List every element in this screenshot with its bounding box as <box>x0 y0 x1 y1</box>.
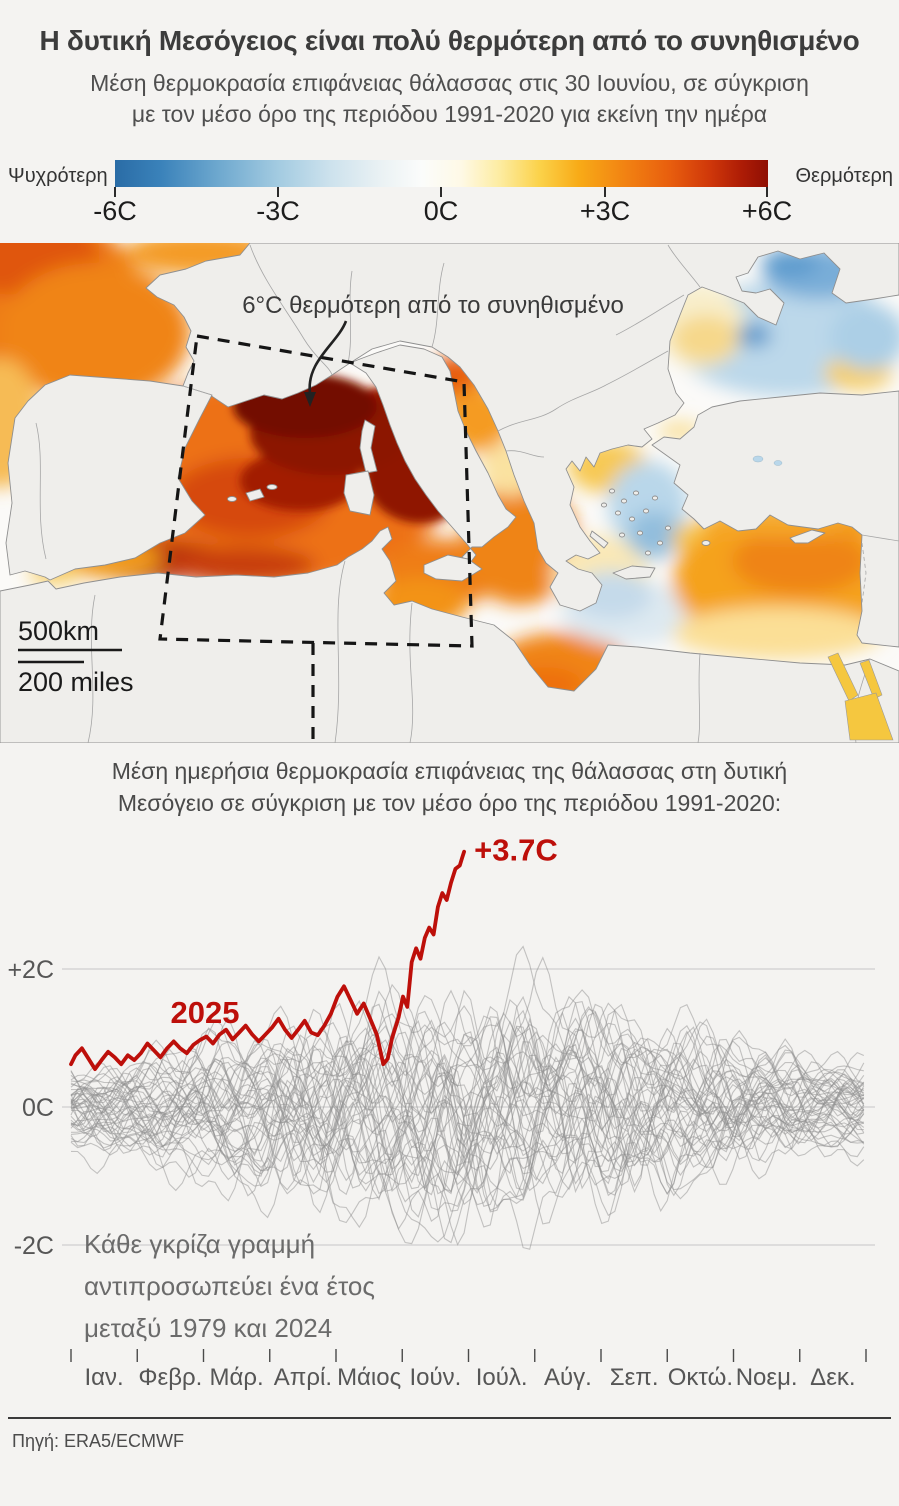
year-line <box>70 1049 864 1193</box>
year-line <box>70 1023 865 1206</box>
land-anatolia <box>651 390 899 648</box>
land-iberia <box>5 374 213 581</box>
annotation-arrowhead <box>304 392 316 407</box>
year-lines-1979-2024 <box>70 945 865 1250</box>
red-sea-water <box>827 652 894 741</box>
year-line <box>70 999 865 1195</box>
year-line <box>70 955 865 1155</box>
scale-tick <box>277 187 279 197</box>
series-2025 <box>69 849 466 1071</box>
x-axis-month-6: Ιούν. <box>409 1364 461 1391</box>
chart-intro: Μέση ημερήσια θερμοκρασία επιφάνειας της… <box>0 755 899 819</box>
subtitle-line-2: με τον μέσο όρο της περιόδου 1991-2020 γ… <box>131 101 768 127</box>
year-line <box>70 1016 864 1224</box>
x-axis-month-10: Οκτώ. <box>668 1364 733 1391</box>
island-mallorca <box>245 488 265 502</box>
y-axis-label-+2C: +2C <box>7 956 54 984</box>
land-italy <box>349 344 517 564</box>
x-axis-month-3: Μάρ. <box>210 1364 264 1391</box>
x-axis-month-5: Μάιος <box>337 1364 401 1391</box>
year-line <box>70 995 865 1163</box>
scale-label-minus3: -3C <box>256 196 300 226</box>
x-axis-month-7: Ιούλ. <box>476 1364 528 1391</box>
x-axis-month-4: Απρί. <box>274 1364 332 1391</box>
y-axis-label-0C: 0C <box>22 1094 54 1122</box>
map-scalebar: 500km 200 miles <box>18 616 134 697</box>
source-line: Πηγή: ERA5/ECMWF <box>12 1431 185 1451</box>
aegean-islands <box>600 488 672 556</box>
scale-tick <box>604 187 606 197</box>
x-axis-month-2: Φεβρ. <box>138 1364 202 1391</box>
gray-lines-note-line-2: αντιπροσωπεύει ένα έτος <box>84 1271 375 1301</box>
color-scale-legend: Ψυχρότερη Θερμότερη -6C -3C 0C +3C +6C <box>0 160 899 240</box>
gray-lines-note-line-3: μεταξύ 1979 και 2024 <box>84 1313 332 1343</box>
x-axis-month-11: Νοεμ. <box>736 1364 798 1391</box>
island-crete <box>612 565 656 580</box>
legend-warmer-label: Θερμότερη <box>795 165 893 187</box>
land-europe <box>145 243 899 612</box>
country-borders <box>35 244 899 743</box>
scale-tick <box>440 187 442 197</box>
year-line <box>70 1027 865 1225</box>
annotation-arrow <box>308 320 348 394</box>
island-corsica <box>359 419 378 474</box>
scale-label-zero: 0C <box>423 196 459 226</box>
label-end-value: +3.7C <box>474 833 558 868</box>
scale-label-plus6: +6C <box>741 196 793 226</box>
island-ibiza <box>227 496 237 502</box>
island-menorca <box>266 484 278 490</box>
legend-cooler-label: Ψυχρότερη <box>8 165 108 187</box>
island-sicily <box>423 554 483 582</box>
scale-tick <box>114 187 116 197</box>
x-axis: Ιαν. Φεβρ. Μάρ. Απρί. Μάιος Ιούν. Ιούλ. Αύγ. Σεπ… <box>70 1349 867 1391</box>
map-annotation: 6°C θερμότερη από το συνηθισμένο <box>242 292 624 319</box>
scalebar-km-label: 500km <box>18 616 99 646</box>
y-axis-label--2C: -2C <box>14 1232 54 1260</box>
year-line <box>70 945 865 1134</box>
x-axis-month-9: Σεπ. <box>610 1364 659 1391</box>
gray-lines-note-line-1: Κάθε γκρίζα γραμμή <box>84 1229 315 1259</box>
land-north-africa <box>0 526 899 743</box>
year-line <box>70 989 865 1184</box>
anomaly-line-chart: +2C 0C -2C 2025 +3.7C Κάθε γκρίζα γραμμή αντι… <box>0 821 899 1397</box>
year-line <box>70 1005 865 1184</box>
x-axis-month-1: Ιαν. <box>85 1364 124 1391</box>
subtitle-line-1: Μέση θερμοκρασία επιφάνειας θάλασσας στι… <box>90 70 809 96</box>
highlight-box <box>158 334 474 743</box>
label-2025: 2025 <box>171 995 240 1030</box>
map-svg: 6°C θερμότερη από το συνηθισμένο 500km 2… <box>0 243 899 743</box>
scale-tick <box>766 187 768 197</box>
line-chart-svg: +2C 0C -2C 2025 +3.7C Κάθε γκρίζα γραμμή αντι… <box>7 833 875 1391</box>
island-sardinia <box>343 470 375 516</box>
page-title: Η δυτική Μεσόγειος είναι πολύ θερμότερη … <box>39 25 860 56</box>
page-subtitle: Μέση θερμοκρασία επιφάνειας θάλασσας στι… <box>0 68 899 130</box>
scale-label-minus6: -6C <box>93 196 137 226</box>
year-line <box>70 1008 864 1198</box>
scalebar-miles-label: 200 miles <box>18 667 134 697</box>
island-euboea <box>589 530 609 549</box>
year-line <box>70 1029 865 1211</box>
x-axis-month-12: Δεκ. <box>810 1364 855 1391</box>
landmasses <box>0 243 899 743</box>
year-line <box>70 995 864 1190</box>
island-cyprus <box>789 529 826 544</box>
anomaly-map: 6°C θερμότερη από το συνηθισμένο 500km 2… <box>0 243 899 743</box>
year-line <box>70 990 865 1191</box>
year-line <box>70 994 865 1158</box>
x-axis-month-8: Αύγ. <box>544 1364 592 1391</box>
lakes <box>752 455 783 466</box>
scale-label-plus3: +3C <box>579 196 631 226</box>
chart-intro-line-2: Μεσόγειο σε σύγκριση με τον μέσο όρο της… <box>117 790 782 816</box>
island-rhodes <box>701 540 711 546</box>
color-scale-bar <box>115 160 768 187</box>
year-line <box>70 1010 864 1192</box>
chart-labels: 2025 +3.7C Κάθε γκρίζα γραμμή αντιπροσωπεύε… <box>84 833 558 1343</box>
chart-intro-line-1: Μέση ημερήσια θερμοκρασία επιφάνειας της… <box>111 758 788 784</box>
line-2025 <box>69 849 466 1071</box>
year-line <box>70 1044 865 1243</box>
footer-divider <box>8 1417 891 1419</box>
header: Η δυτική Μεσόγειος είναι πολύ θερμότερη … <box>0 0 899 130</box>
